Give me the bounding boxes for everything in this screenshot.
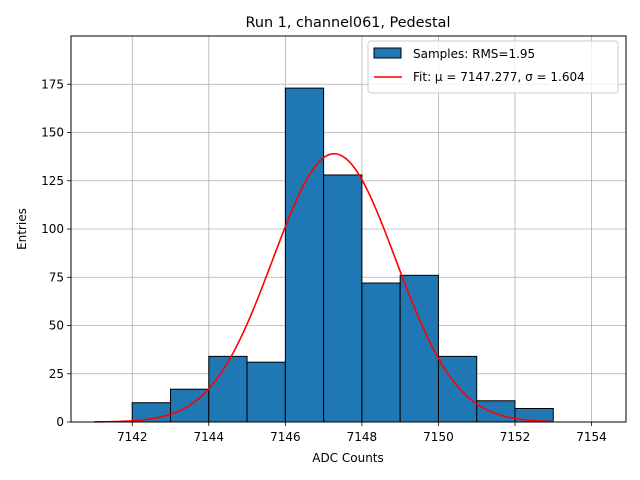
fit-curve [93,152,554,423]
legend-label-samples: Samples: RMS=1.95 [413,47,535,61]
y-tick-label: 100 [41,222,64,236]
histogram-bar [323,174,363,423]
x-tick-label: 7154 [576,430,607,444]
chart-title: Run 1, channel061, Pedestal [246,15,451,31]
y-tick-label: 150 [41,126,64,140]
x-tick-label: 7150 [423,430,454,444]
histogram-bar [437,355,478,423]
axes [67,35,627,426]
y-axis-label: Entries [15,208,29,250]
x-tick-label: 7142 [117,430,148,444]
legend-box [367,40,619,94]
y-tick-label: 75 [49,270,64,284]
histogram-bars [131,87,554,423]
histogram-bar [361,282,401,423]
tick-labels: 7142 7144 7146 7148 7150 7152 7154 0 25 50 75 100 12… [41,77,607,444]
histogram-bar [208,355,248,423]
x-tick-label: 7152 [500,430,531,444]
y-tick-label: 0 [56,415,64,429]
histogram-bar [246,361,286,423]
y-tick-label: 25 [49,367,64,381]
x-tick-label: 7148 [347,430,378,444]
histogram-bar [284,87,325,423]
histogram-bar [476,400,516,423]
legend-patch-samples [373,47,402,59]
legend-label-fit: Fit: μ = 7147.277, σ = 1.604 [413,70,585,84]
plot-frame [70,35,627,423]
histogram-bar [399,274,439,423]
x-axis-label: ADC Counts [312,451,384,465]
x-tick-label: 7146 [270,430,301,444]
fit-curve-layer [93,152,554,423]
legend: Samples: RMS=1.95 Fit: μ = 7147.277, σ =… [367,40,619,94]
y-tick-label: 125 [41,174,64,188]
x-tick-label: 7144 [194,430,225,444]
y-tick-label: 50 [49,319,64,333]
y-tick-label: 175 [41,77,64,91]
